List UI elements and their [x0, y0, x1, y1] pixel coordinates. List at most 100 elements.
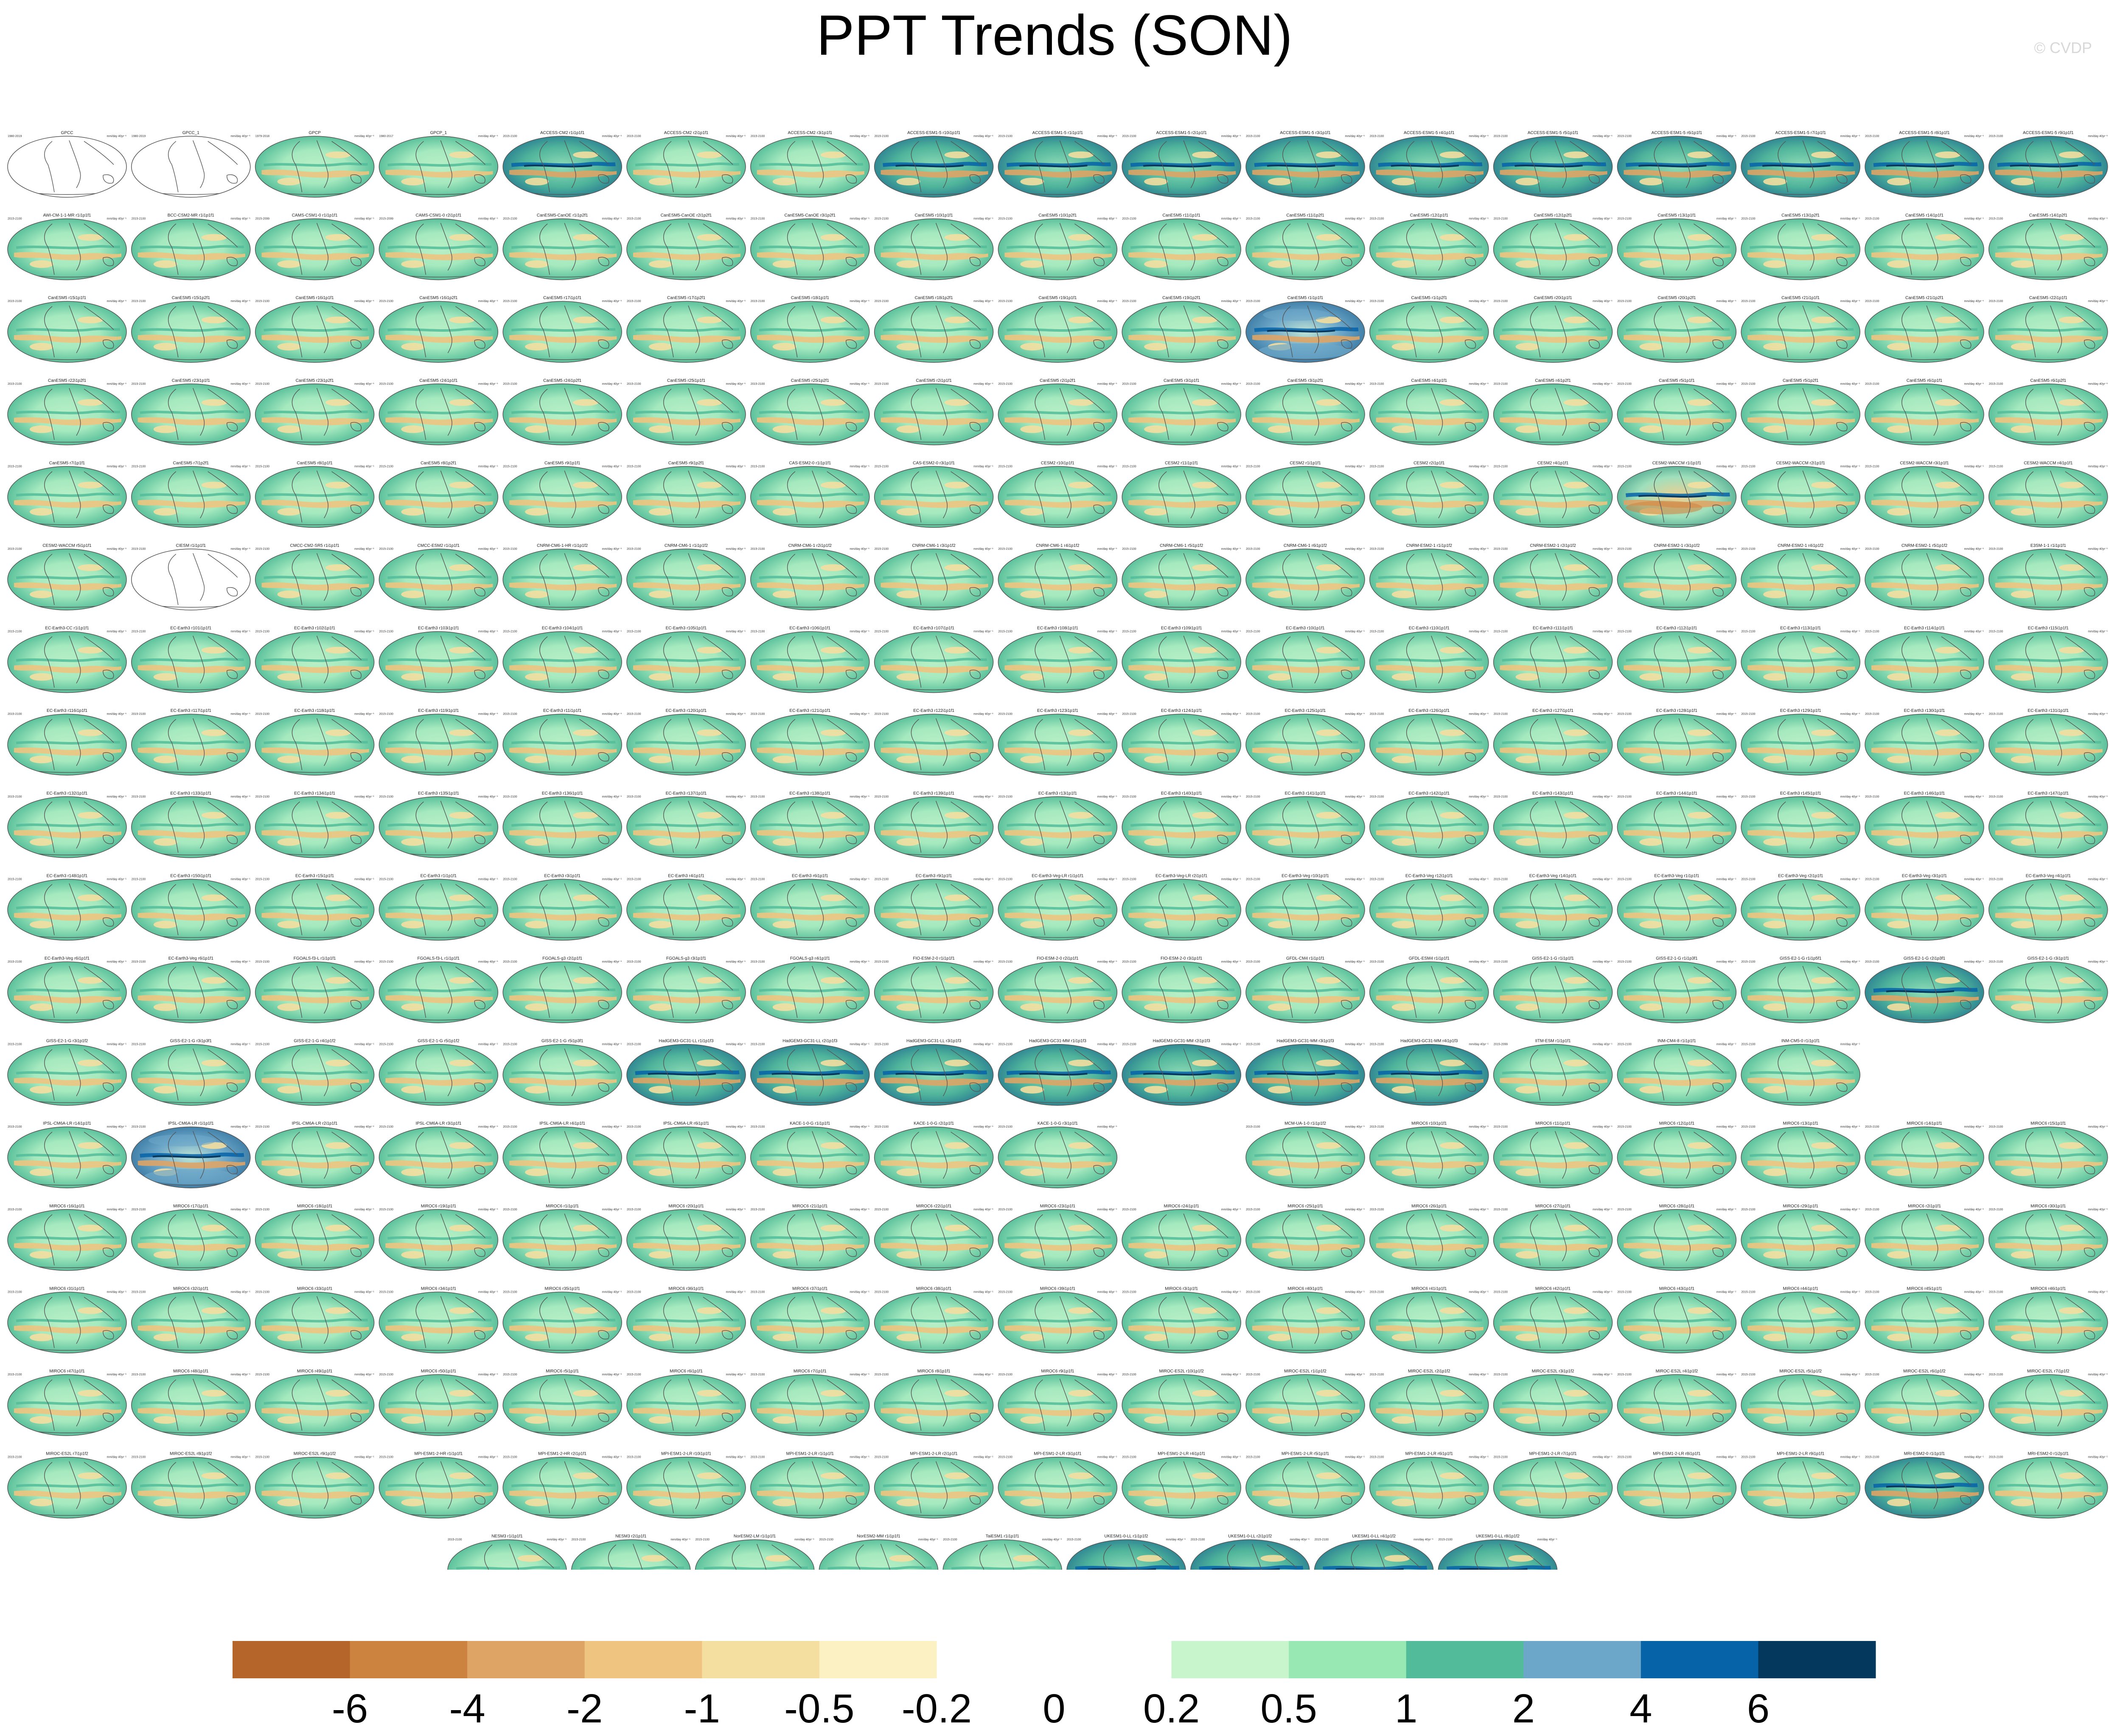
map-panel: CESM2-WACCM r1i1p1f1 2015-2100 mm/day 40yr… [1617, 461, 1737, 528]
panel-period: 2015-2100 [1741, 795, 1756, 798]
map-panel: GFDL-ESM4 r1i1p1f1 2015-2100 mm/day 40yr⁻¹ [1369, 956, 1489, 1023]
map-field [503, 631, 622, 693]
map-panel: EC-Earth3-Veg r1i1p1f1 2015-2100 mm/day 40… [1617, 874, 1737, 941]
panel-units: mm/day 40yr⁻¹ [1221, 135, 1241, 138]
panel-period: 2015-2099 [379, 218, 393, 221]
map-field [998, 631, 1117, 693]
map-field [1865, 1209, 1984, 1271]
map-field [1865, 714, 1984, 776]
map-field [131, 879, 250, 941]
map-field [1246, 1292, 1365, 1353]
map-field [255, 301, 374, 363]
map-panel: EC-Earth3 r112i1p1f1 2015-2100 mm/day 40yr… [1617, 626, 1737, 693]
panel-period: 2015-2100 [379, 1373, 393, 1376]
panel-units: mm/day 40yr⁻¹ [973, 795, 993, 798]
map-panel: ACCESS-ESM1-5 r8i1p1f1 2015-2100 mm/day 40… [1865, 131, 1984, 198]
panel-units: mm/day 40yr⁻¹ [1221, 630, 1241, 633]
map-panel: MIROC6 r1i1p1f1 2015-2100 mm/day 40yr⁻¹ [502, 1204, 622, 1271]
panel-title: EC-Earth3 r4i1p1f1 [668, 874, 704, 878]
panel-title: MIROC6 r22i1p1f1 [916, 1204, 952, 1209]
map-panel: EC-Earth3 r119i1p1f1 2015-2100 mm/day 40yr… [379, 708, 499, 776]
panel-units: mm/day 40yr⁻¹ [478, 1291, 498, 1294]
panel-period: 2015-2100 [998, 135, 1012, 138]
panel-period: 2015-2100 [503, 1291, 517, 1294]
map-panel: MIROC6 r30i1p1f1 2015-2100 mm/day 40yr⁻¹ [1988, 1204, 2108, 1271]
map-panel: MIROC6 r26i1p1f1 2015-2100 mm/day 40yr⁻¹ [1369, 1204, 1489, 1271]
map-panel: EC-Earth3 r120i1p1f1 2015-2100 mm/day 40yr… [626, 708, 746, 776]
map-panel: CESM2 r4i1p1f1 2015-2100 mm/day 40yr⁻¹ [1493, 461, 1613, 528]
map-panel: CanESM5 r15i1p2f1 2015-2100 mm/day 40yr⁻¹ [131, 296, 251, 363]
panel-period: 2015-2100 [875, 218, 889, 221]
panel-title: CESM2-WACCM r4i1p1f1 [2024, 461, 2073, 465]
map-panel: IPSL-CM6A-LR r1i1p1f1 2015-2100 mm/day 40y… [131, 1121, 251, 1188]
panel-title: EC-Earth3 r6i1p1f1 [792, 874, 828, 878]
panel-period: 2015-2100 [503, 713, 517, 716]
panel-units: mm/day 40yr⁻¹ [726, 1373, 746, 1376]
panel-title: CESM2-WACCM r2i1p1f1 [1776, 461, 1826, 465]
panel-period: 2015-2100 [696, 1538, 710, 1541]
panel-title: MIROC6 r40i1p1f1 [1287, 1286, 1323, 1291]
map-panel: MIROC6 r43i1p1f1 2015-2100 mm/day 40yr⁻¹ [1617, 1286, 1737, 1354]
map-panel: MIROC6 r39i1p1f1 2015-2100 mm/day 40yr⁻¹ [998, 1286, 1118, 1354]
panel-period: 2015-2100 [751, 795, 765, 798]
map-panel: CNRM-ESM2-1 r4i1p1f2 2015-2100 mm/day 40yr… [1741, 543, 1860, 610]
panel-units: mm/day 40yr⁻¹ [1469, 1373, 1489, 1376]
panel-units: mm/day 40yr⁻¹ [1593, 1373, 1613, 1376]
panel-units: mm/day 40yr⁻¹ [1345, 713, 1365, 716]
panel-units: mm/day 40yr⁻¹ [478, 1043, 498, 1046]
map-field [750, 1457, 869, 1518]
panel-title: EC-Earth3 r101i1p1f1 [170, 626, 211, 631]
map-panel: EC-Earth3 r102i1p1f1 2015-2100 mm/day 40yr… [255, 626, 375, 693]
colorbar-tick-label: -0.2 [902, 1686, 972, 1731]
map-panel: EC-Earth3 r104i1p1f1 2015-2100 mm/day 40yr… [502, 626, 622, 693]
panel-units: mm/day 40yr⁻¹ [973, 1043, 993, 1046]
map-field [1741, 879, 1860, 941]
map-panel: CNRM-CM6-1 r1i1p1f2 2015-2100 mm/day 40yr⁻… [626, 543, 746, 610]
panel-period: 2015-2100 [1246, 465, 1260, 468]
map-panel: EC-Earth3 r125i1p1f1 2015-2100 mm/day 40yr… [1245, 708, 1365, 776]
panel-units: mm/day 40yr⁻¹ [850, 1373, 869, 1376]
panel-period: 2015-2100 [627, 1126, 641, 1128]
panel-period: 2015-2100 [255, 1456, 270, 1459]
map-field [1865, 796, 1984, 858]
panel-title: CanESM5 r14i1p2f1 [2029, 213, 2067, 218]
map-field [1865, 384, 1984, 445]
map-panel: CanESM5 r5i1p1f1 2015-2100 mm/day 40yr⁻¹ [1617, 378, 1737, 445]
map-panel: MPI-ESM1-2-LR r6i1p1f1 2015-2100 mm/day 40… [1369, 1452, 1489, 1519]
panel-units: mm/day 40yr⁻¹ [478, 300, 498, 303]
panel-title: GISS-E2-1-G r1i1p5f1 [1780, 956, 1822, 961]
panel-title: MIROC6 r45i1p1f1 [1907, 1286, 1942, 1291]
panel-units: mm/day 40yr⁻¹ [478, 1126, 498, 1128]
panel-title: CanESM5 r10i1p1f1 [915, 213, 953, 218]
panel-units: mm/day 40yr⁻¹ [1469, 218, 1489, 221]
map-field [503, 466, 622, 528]
panel-period: 2015-2100 [751, 135, 765, 138]
panel-units: mm/day 40yr⁻¹ [478, 795, 498, 798]
panel-period: 2015-2100 [1617, 630, 1632, 633]
panel-period: 2015-2100 [132, 1126, 146, 1128]
map-panel: EC-Earth3-Veg r6i1p1f1 2015-2100 mm/day 40… [131, 956, 251, 1023]
panel-period: 2015-2100 [1865, 630, 1879, 633]
panel-period: 2015-2100 [1494, 1456, 1508, 1459]
map-field [998, 1127, 1117, 1188]
map-panel: MIROC6 r49i1p1f1 2015-2100 mm/day 40yr⁻¹ [255, 1369, 375, 1436]
map-field [379, 1457, 498, 1518]
map-panel: MIROC6 r40i1p1f1 2015-2100 mm/day 40yr⁻¹ [1245, 1286, 1365, 1354]
map-panel: MIROC6 r36i1p1f1 2015-2100 mm/day 40yr⁻¹ [626, 1286, 746, 1354]
panel-period: 2015-2100 [875, 300, 889, 303]
map-field [1741, 1209, 1860, 1271]
panel-units: mm/day 40yr⁻¹ [354, 713, 374, 716]
map-panel: FGOALS-g3 r3i1p1f1 2015-2100 mm/day 40yr⁻¹ [626, 956, 746, 1023]
panel-units: mm/day 40yr⁻¹ [1097, 713, 1117, 716]
panel-title: EC-Earth3 r116i1p1f1 [47, 708, 87, 713]
panel-units: mm/day 40yr⁻¹ [2088, 713, 2108, 716]
panel-units: mm/day 40yr⁻¹ [107, 630, 127, 633]
map-field [998, 466, 1117, 528]
map-field [8, 1375, 126, 1436]
panel-period: 2015-2100 [1741, 1126, 1756, 1128]
map-field [998, 549, 1117, 610]
panel-units: mm/day 40yr⁻¹ [230, 218, 250, 221]
map-panel: GFDL-CM4 r1i1p1f1 2015-2100 mm/day 40yr⁻¹ [1245, 956, 1365, 1023]
panel-period: 2015-2100 [627, 1043, 641, 1046]
panel-units: mm/day 40yr⁻¹ [2088, 795, 2108, 798]
